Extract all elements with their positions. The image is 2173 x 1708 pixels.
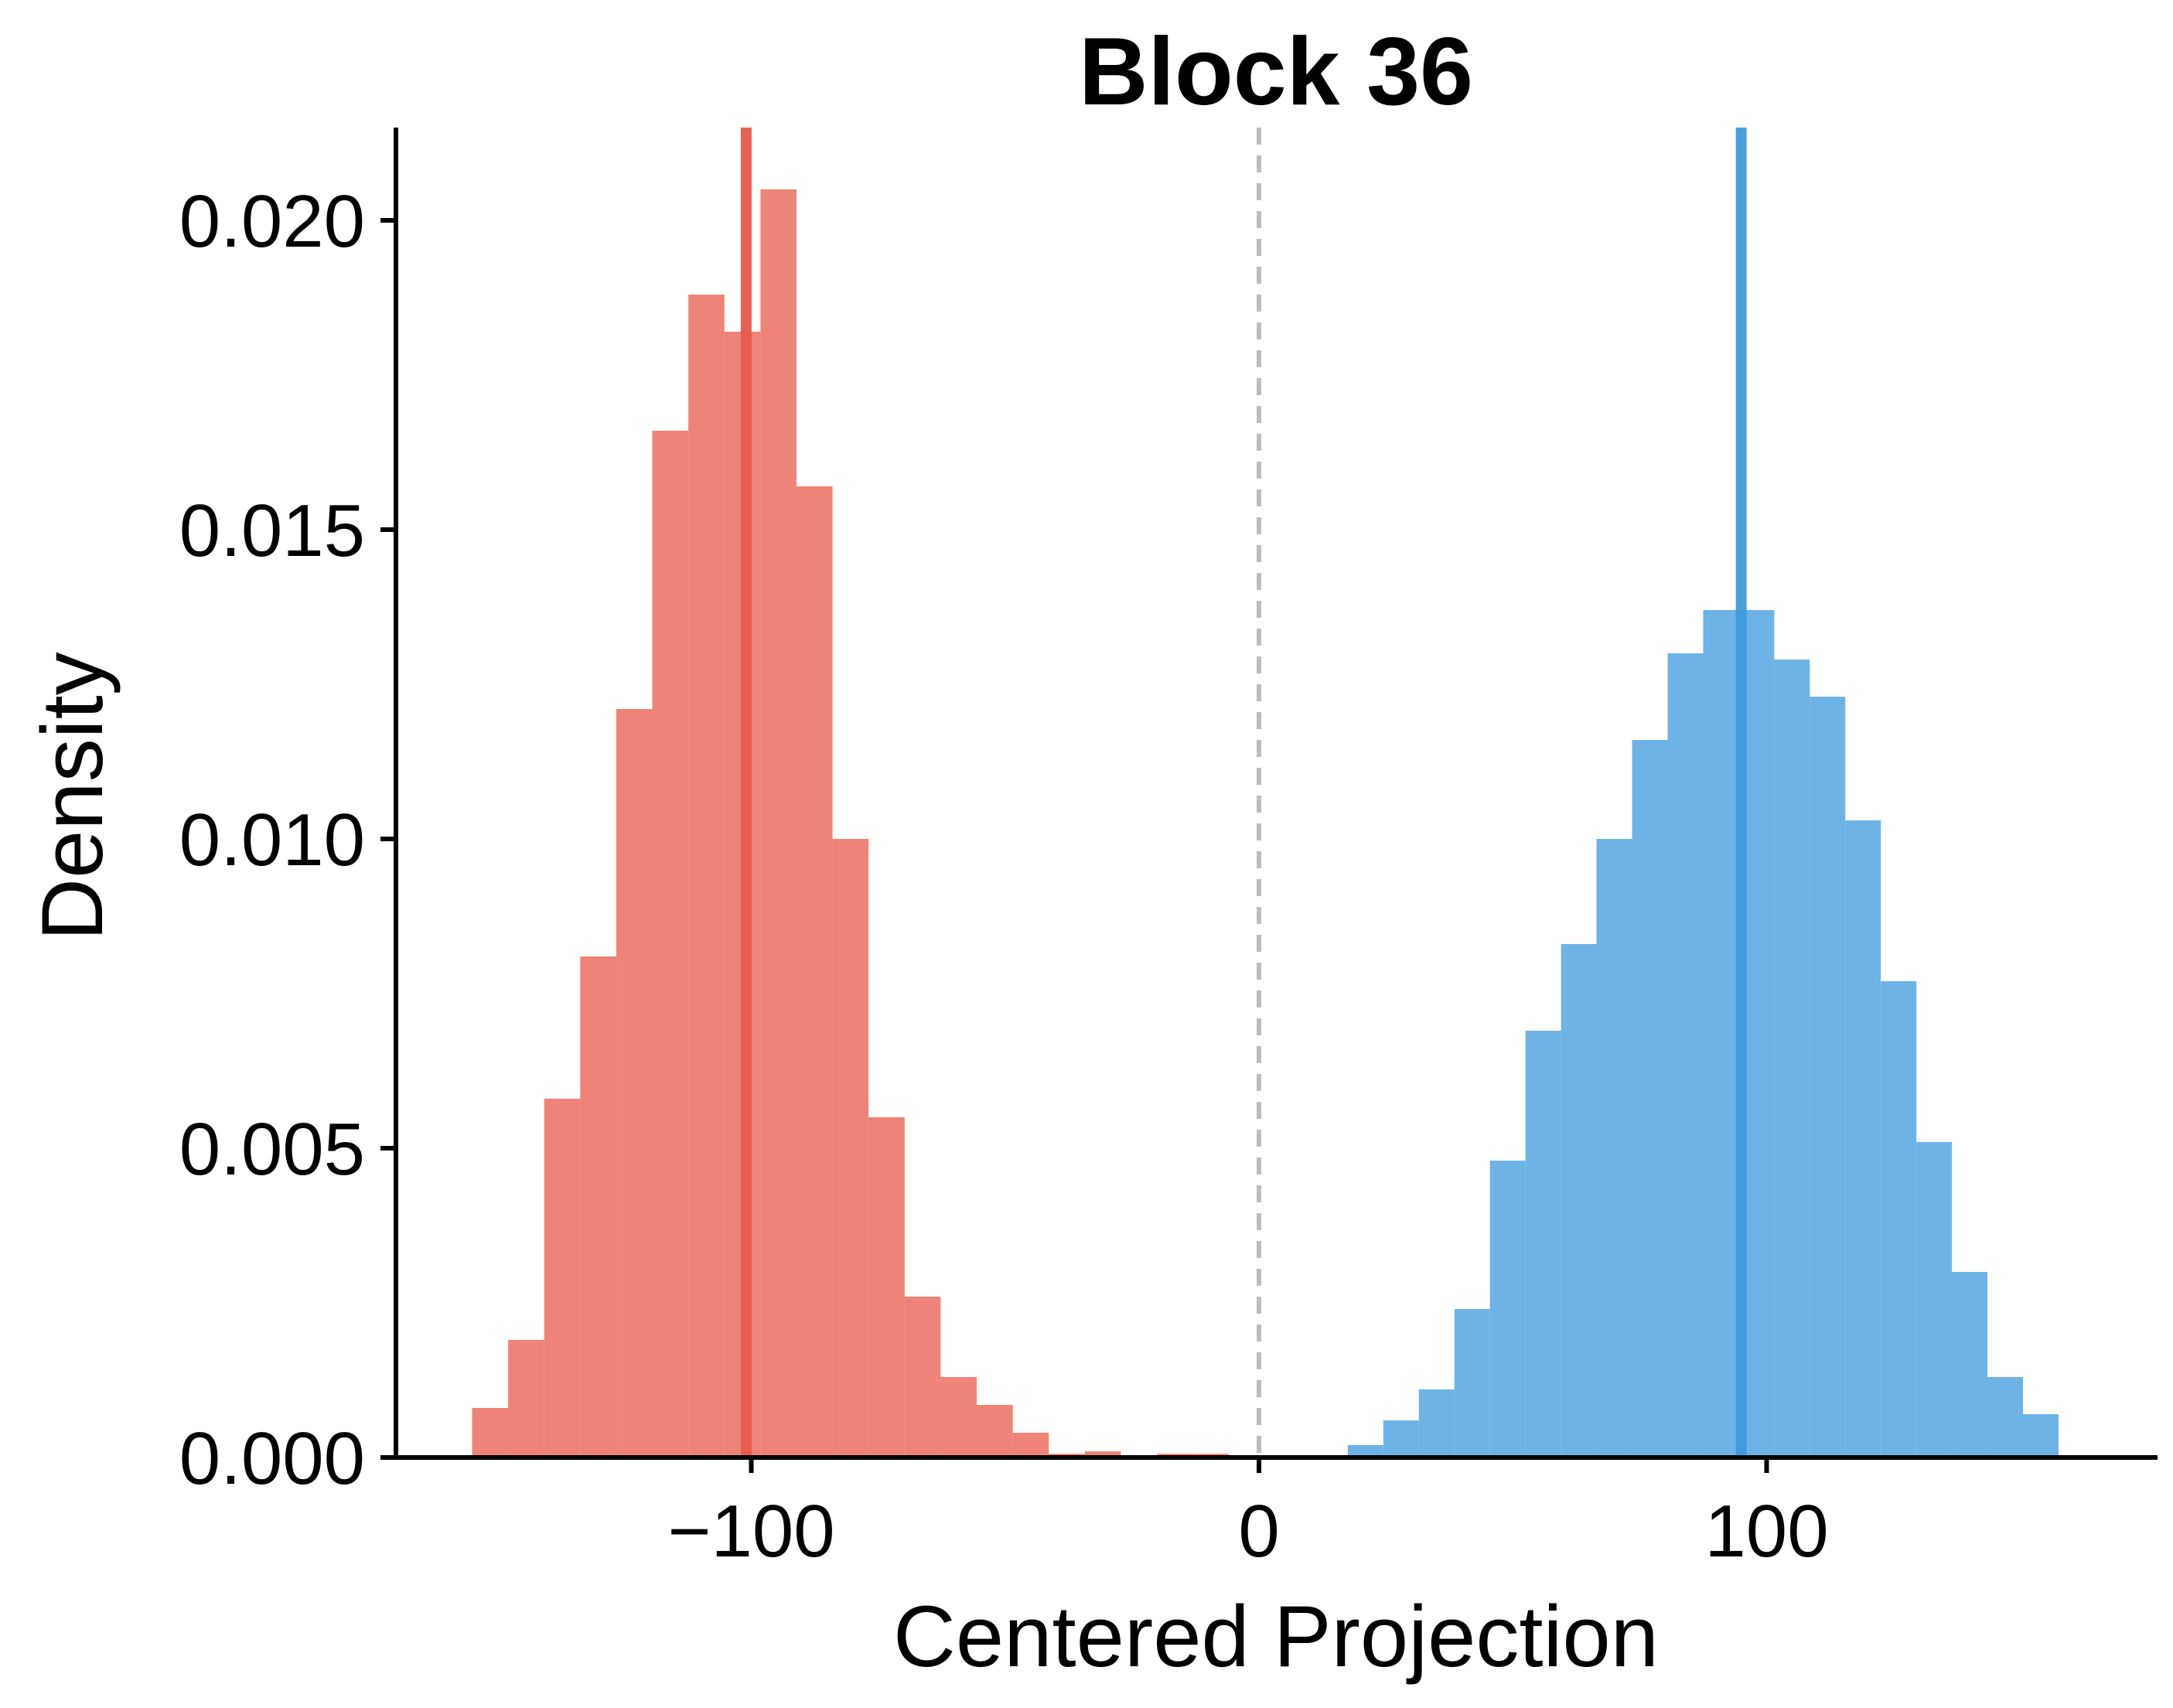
histogram-bar [1489,1161,1526,1457]
histogram-bar [940,1377,977,1457]
histogram-bar [688,295,725,1457]
histogram-bar [1012,1433,1049,1457]
histogram-bar [1418,1389,1455,1457]
histogram-bar [652,431,689,1457]
histogram-bar [1881,981,1917,1457]
histogram-bar [868,1117,905,1457]
x-tick-label: 0 [1238,1490,1279,1573]
histogram-bar [1952,1272,1988,1457]
histogram-bar [832,839,869,1457]
histogram-bar [977,1405,1013,1457]
y-tick-label: 0.020 [179,180,365,263]
histogram-bar [1810,697,1846,1457]
histogram-bar [508,1340,544,1457]
histogram-bar [1987,1377,2024,1457]
y-axis-ticks: 0.000 0.005 0.010 0.015 0.020 [179,180,396,1500]
histogram-bar [1845,820,1881,1457]
x-axis-label: Centered Projection [893,1588,1659,1685]
x-tick-label: 100 [1704,1490,1828,1573]
histogram-bar [1667,653,1704,1457]
x-axis-ticks: −100 0 100 [667,1457,1829,1573]
histogram-bar [904,1297,941,1457]
histogram-bars [472,189,2059,1457]
histogram-bar [616,709,653,1457]
histogram-bar [544,1099,581,1457]
x-tick-label: −100 [667,1490,834,1573]
histogram-bar [1596,839,1632,1457]
histogram-bar [1774,660,1810,1457]
reference-lines [740,128,1747,1457]
histogram-bar [1916,1142,1953,1457]
histogram-bar [580,956,616,1457]
histogram-bar [1383,1420,1419,1457]
histogram-bar [760,189,797,1457]
y-axis-label: Density [24,652,121,940]
histogram-bar [1561,944,1597,1457]
histogram-bar [796,486,833,1457]
histogram-bar [2023,1414,2059,1457]
histogram-bar [1347,1445,1383,1457]
y-tick-label: 0.000 [179,1417,365,1500]
histogram-bar [1084,1451,1121,1457]
y-tick-label: 0.015 [179,489,365,572]
chart-title: Block 36 [1079,19,1473,125]
histogram-bar [472,1408,509,1457]
histogram-bar [1632,740,1668,1457]
y-tick-label: 0.005 [179,1108,365,1191]
y-tick-label: 0.010 [179,799,365,881]
histogram-bar [1454,1309,1490,1457]
histogram-bar [1703,610,1739,1457]
histogram-bar [1525,1031,1561,1457]
